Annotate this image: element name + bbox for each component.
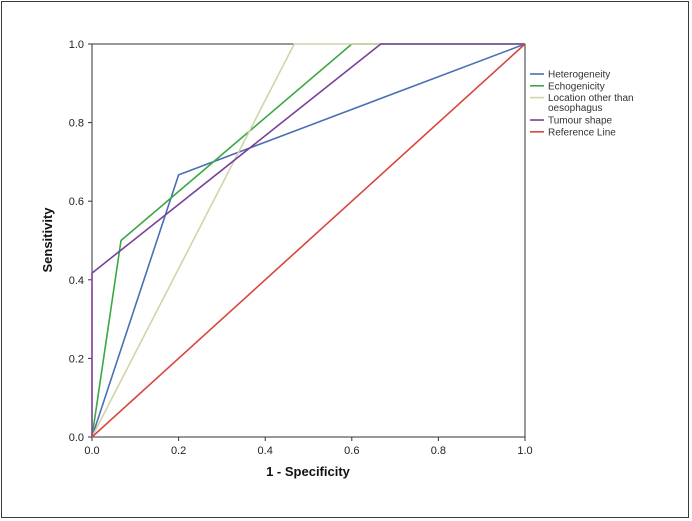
x-tick-label: 0.4 xyxy=(258,445,273,457)
y-axis-title: Sensitivity xyxy=(40,207,55,273)
legend-label-4: Reference Line xyxy=(548,127,616,138)
y-tick-label: 1.0 xyxy=(69,39,84,51)
y-tick-label: 0.8 xyxy=(69,118,84,130)
legend-label-1: Echogenicity xyxy=(548,81,605,92)
x-tick-label: 1.0 xyxy=(517,445,532,457)
legend-label-0: Heterogeneity xyxy=(548,70,610,81)
x-axis-title: 1 - Specificity xyxy=(266,464,351,479)
y-tick-label: 0.0 xyxy=(69,432,84,444)
y-tick-label: 0.6 xyxy=(69,196,84,208)
series-line-3 xyxy=(91,43,525,437)
series-line-0 xyxy=(91,43,526,438)
series-line-4 xyxy=(91,43,526,438)
legend-label-2: oesophagus xyxy=(548,103,603,114)
x-tick-label: 0.6 xyxy=(344,445,359,457)
y-tick-label: 0.4 xyxy=(69,275,84,287)
series-lines xyxy=(91,43,526,438)
x-tick-label: 0.8 xyxy=(431,445,446,457)
x-tick-label: 0.0 xyxy=(84,445,99,457)
y-axis-ticks: 0.0 0.2 0.4 0.6 0.8 1.0 xyxy=(69,39,92,444)
legend-label-2: Location other than xyxy=(548,93,634,104)
y-tick-label: 0.2 xyxy=(69,353,84,365)
legend-label-3: Tumour shape xyxy=(548,116,613,127)
x-axis-ticks: 0.0 0.2 0.4 0.6 0.8 1.0 xyxy=(84,437,533,457)
x-tick-label: 0.2 xyxy=(171,445,186,457)
